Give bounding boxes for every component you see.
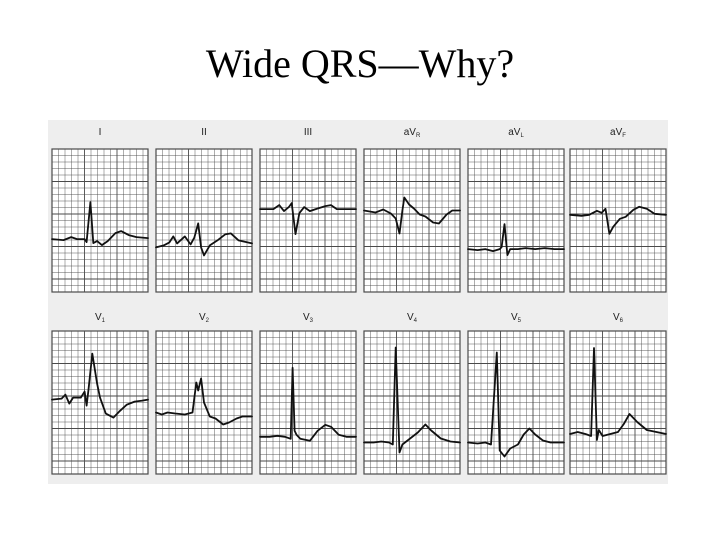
ecg-trace-V1 [51, 352, 149, 419]
lead-label-V1: V1 [95, 312, 106, 324]
ecg-lead-I: I [51, 127, 149, 293]
ecg-lead-V1: V1 [51, 312, 149, 475]
ecg-trace-aVR [363, 196, 461, 235]
ecg-trace-V5 [467, 351, 565, 458]
ecg-gridlines [364, 331, 460, 474]
lead-label-aVF: aVF [610, 127, 626, 139]
ecg-gridlines [260, 149, 356, 292]
lead-label-V2: V2 [199, 312, 210, 324]
ecg-gridlines [468, 331, 564, 474]
lead-label-V6: V6 [613, 312, 624, 324]
lead-label-aVL: aVL [508, 127, 524, 139]
lead-label-V4: V4 [407, 312, 418, 324]
ecg-gridlines [156, 149, 252, 292]
ecg-lead-aVR: aVR [363, 127, 461, 293]
ecg-lead-aVL: aVL [467, 127, 565, 293]
ecg-gridlines [156, 331, 252, 474]
ecg-lead-V4: V4 [363, 312, 461, 475]
lead-label-V3: V3 [303, 312, 314, 324]
lead-label-III: III [304, 127, 312, 138]
ecg-lead-II: II [155, 127, 253, 293]
ecg-gridlines [260, 331, 356, 474]
ecg-gridlines [570, 149, 666, 292]
ecg-trace-I [51, 201, 149, 246]
lead-label-aVR: aVR [404, 127, 421, 139]
ecg-trace-V4 [363, 346, 461, 454]
slide-title: Wide QRS—Why? [205, 41, 515, 86]
ecg-lead-V6: V6 [569, 312, 667, 475]
ecg-lead-III: III [259, 127, 357, 293]
ecg-trace-aVF [569, 205, 667, 235]
ecg-gridlines [52, 149, 148, 292]
ecg-trace-V2 [155, 377, 253, 426]
ecg-trace-aVL [467, 223, 565, 257]
ecg-trace-V6 [569, 347, 667, 441]
ecg-lead-V2: V2 [155, 312, 253, 475]
ecg-trace-III [259, 202, 357, 235]
ecg-lead-V5: V5 [467, 312, 565, 475]
lead-label-V5: V5 [511, 312, 522, 324]
ecg-trace-II [155, 222, 253, 257]
ecg-trace-V3 [259, 366, 357, 442]
lead-label-II: II [201, 127, 207, 138]
ecg-gridlines [468, 149, 564, 292]
ecg-lead-V3: V3 [259, 312, 357, 475]
ecg-lead-aVF: aVF [569, 127, 667, 293]
ecg-twelve-lead-figure: I II III aVR aVL aVF V1 V2 V3 V4 V5 V6 [48, 120, 668, 484]
lead-label-I: I [99, 127, 102, 138]
